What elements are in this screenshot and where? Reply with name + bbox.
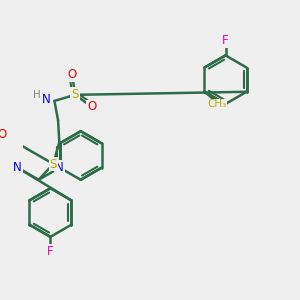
Text: O: O: [0, 128, 7, 141]
Text: N: N: [13, 161, 22, 174]
Text: CH₃: CH₃: [207, 99, 226, 109]
Text: O: O: [87, 100, 97, 113]
Text: N: N: [42, 93, 51, 106]
Text: F: F: [222, 34, 229, 47]
Text: S: S: [50, 158, 57, 170]
Text: H: H: [34, 90, 41, 100]
Text: N: N: [55, 161, 64, 174]
Text: S: S: [71, 88, 79, 101]
Text: F: F: [47, 245, 54, 258]
Text: O: O: [68, 68, 77, 81]
